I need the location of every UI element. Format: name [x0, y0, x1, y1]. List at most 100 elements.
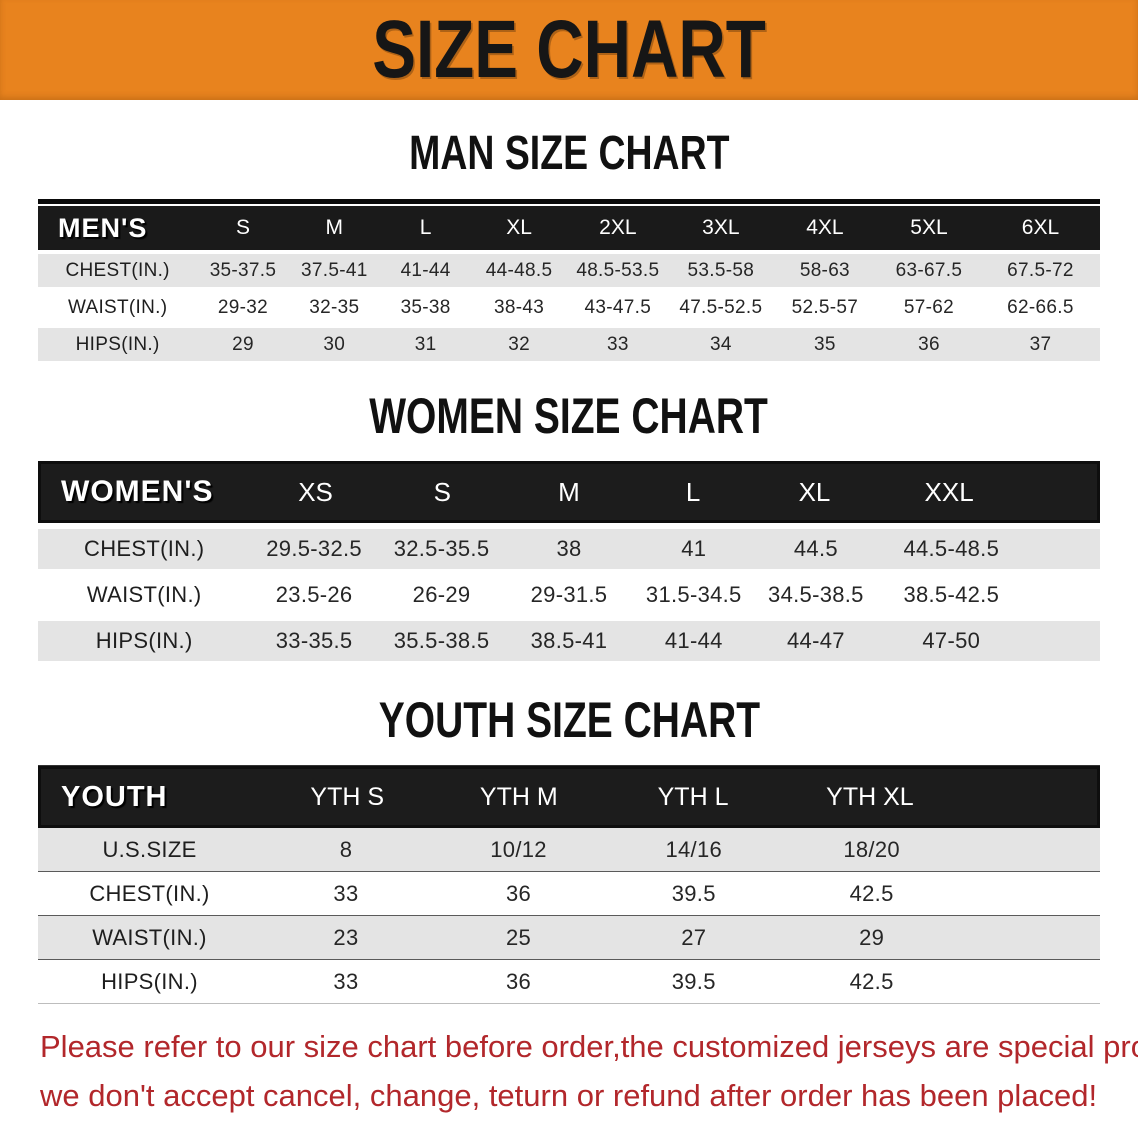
table-cell: 33 [333, 880, 359, 906]
table-cell: 35-38 [400, 296, 451, 318]
table-cell: 38.5-41 [530, 628, 608, 653]
table-cell: 62-66.5 [1007, 296, 1074, 318]
table-cell: 31 [414, 333, 437, 355]
column-header: M [558, 476, 580, 507]
youth-table-header: YOUTH YTH S YTH M YTH L YTH XL [38, 766, 1100, 828]
table-cell: 29 [859, 924, 885, 950]
table-cell: 52.5-57 [791, 296, 859, 318]
table-cell: 38.5-42.5 [903, 582, 1000, 607]
table-row: U.S.SIZE 8 10/12 14/16 18/20 [38, 828, 1100, 872]
table-cell: 33 [606, 333, 629, 355]
table-cell: 37.5-41 [301, 259, 368, 281]
column-header: XXL [924, 476, 974, 507]
order-policy-line-2: we don't accept cancel, change, teturn o… [40, 1078, 1098, 1113]
table-cell: 57-62 [903, 296, 954, 318]
column-header: YTH L [657, 782, 729, 811]
row-label: HIPS(IN.) [75, 333, 160, 355]
table-cell: 41-44 [400, 259, 451, 281]
men-table-header: MEN'S S M L XL 2XL 3XL 4XL 5XL 6XL [38, 206, 1100, 250]
order-policy-line-1: Please refer to our size chart before or… [40, 1029, 1138, 1064]
row-label: CHEST(IN.) [84, 536, 205, 561]
table-row: HIPS(IN.) 33 36 39.5 42.5 [38, 960, 1100, 1004]
table-cell: 27 [681, 924, 707, 950]
man-heading-text: MAN SIZE CHART [408, 127, 730, 180]
table-row: CHEST(IN.) 29.5-32.5 32.5-35.5 38 41 44.… [38, 529, 1100, 569]
table-cell: 33-35.5 [275, 628, 353, 653]
table-cell: 29 [232, 333, 254, 355]
column-header: 3XL [702, 216, 740, 239]
table-cell: 44.5-48.5 [903, 536, 1000, 561]
men-size-table: MEN'S S M L XL 2XL 3XL 4XL 5XL 6XL CHEST… [38, 199, 1100, 361]
table-cell: 42.5 [849, 880, 894, 906]
table-cell: 34 [709, 333, 732, 355]
column-header: XL [798, 476, 831, 507]
table-cell: 33 [333, 968, 359, 994]
table-cell: 43-47.5 [584, 296, 652, 318]
women-table-header: WOMEN'S XS S M L XL XXL [38, 461, 1100, 523]
table-cell: 63-67.5 [895, 259, 963, 281]
women-corner-label: WOMEN'S [61, 475, 214, 508]
table-cell: 44-48.5 [485, 259, 553, 281]
table-cell: 47-50 [922, 628, 981, 653]
column-header: L [685, 476, 701, 507]
women-section-heading: WOMEN SIZE CHART [0, 387, 1138, 445]
youth-section-heading: YOUTH SIZE CHART [0, 691, 1138, 749]
table-cell: 23 [333, 924, 359, 950]
column-header: S [433, 476, 451, 507]
table-cell: 48.5-53.5 [576, 259, 660, 281]
column-header: 5XL [910, 216, 948, 239]
women-size-table: WOMEN'S XS S M L XL XXL CHEST(IN.) 29.5-… [38, 461, 1100, 661]
table-cell: 35-37.5 [209, 259, 277, 281]
table-cell: 41-44 [664, 628, 723, 653]
row-label: HIPS(IN.) [95, 628, 193, 653]
column-header: 4XL [806, 216, 844, 239]
table-cell: 29-32 [217, 296, 269, 318]
table-cell: 58-63 [799, 259, 850, 281]
column-header: XL [506, 216, 532, 239]
row-label: CHEST(IN.) [89, 880, 210, 906]
table-cell: 31.5-34.5 [645, 582, 742, 607]
table-cell: 44-47 [787, 628, 845, 653]
table-cell: 37 [1029, 333, 1052, 355]
table-cell: 35.5-38.5 [393, 628, 490, 653]
table-cell: 42.5 [849, 968, 894, 994]
table-cell: 8 [339, 836, 353, 862]
table-cell: 14/16 [665, 836, 723, 862]
column-header: S [235, 216, 250, 239]
men-corner-label: MEN'S [58, 212, 148, 243]
column-header: YTH M [479, 782, 558, 811]
table-cell: 38 [556, 536, 582, 561]
column-header: YTH XL [826, 782, 914, 811]
table-cell: 29-31.5 [530, 582, 608, 607]
column-header: XS [298, 476, 333, 507]
table-cell: 36 [505, 880, 532, 906]
table-row: WAIST(IN.) 29-32 32-35 35-38 38-43 43-47… [38, 291, 1100, 324]
table-cell: 44.5 [793, 536, 838, 561]
youth-corner-label: YOUTH [61, 780, 168, 813]
table-cell: 39.5 [671, 968, 716, 994]
table-cell: 36 [918, 333, 940, 355]
table-cell: 29.5-32.5 [266, 536, 362, 561]
table-row: CHEST(IN.) 33 36 39.5 42.5 [38, 872, 1100, 916]
table-cell: 10/12 [490, 836, 547, 862]
row-label: HIPS(IN.) [101, 968, 198, 994]
women-heading-text: WOMEN SIZE CHART [369, 388, 769, 444]
youth-heading-text: YOUTH SIZE CHART [378, 692, 760, 748]
table-cell: 32.5-35.5 [393, 536, 490, 561]
table-cell: 47.5-52.5 [679, 296, 763, 318]
row-label: U.S.SIZE [102, 836, 197, 862]
table-cell: 26-29 [412, 582, 471, 607]
column-header: L [419, 216, 432, 239]
table-cell: 34.5-38.5 [768, 582, 864, 607]
row-label: CHEST(IN.) [65, 259, 170, 281]
table-cell: 36 [505, 968, 532, 994]
row-label: WAIST(IN.) [92, 924, 207, 950]
table-cell: 67.5-72 [1007, 259, 1074, 281]
table-row: CHEST(IN.) 35-37.5 37.5-41 41-44 44-48.5… [38, 254, 1100, 287]
table-row: WAIST(IN.) 23.5-26 26-29 29-31.5 31.5-34… [38, 575, 1100, 615]
row-label: WAIST(IN.) [86, 582, 202, 607]
table-cell: 23.5-26 [275, 582, 353, 607]
table-row: HIPS(IN.) 29 30 31 32 33 34 35 36 37 [38, 328, 1100, 361]
table-cell: 25 [505, 924, 532, 950]
row-label: WAIST(IN.) [67, 296, 168, 318]
